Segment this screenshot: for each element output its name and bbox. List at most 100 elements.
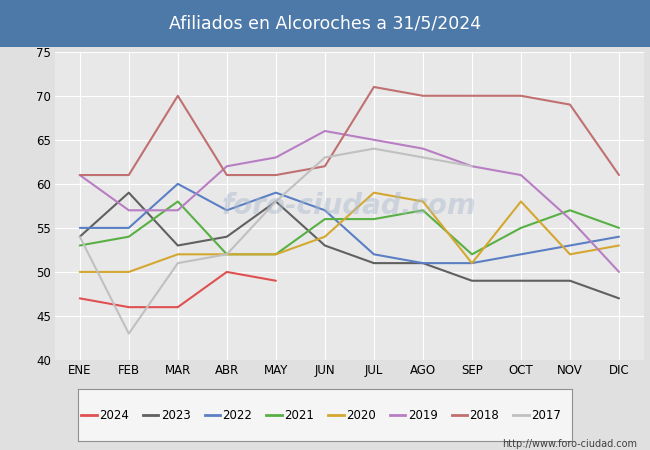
2021 <box>566 207 574 213</box>
Line: 2021: 2021 <box>80 202 619 254</box>
Text: http://www.foro-ciudad.com: http://www.foro-ciudad.com <box>502 439 637 449</box>
2017 <box>272 199 280 204</box>
2019 <box>419 146 427 151</box>
2024 <box>272 278 280 284</box>
2018 <box>174 93 182 99</box>
2020 <box>174 252 182 257</box>
Line: 2017: 2017 <box>80 148 472 333</box>
2023 <box>125 190 133 195</box>
2017 <box>419 155 427 160</box>
2018 <box>223 172 231 178</box>
2020 <box>615 243 623 248</box>
2023 <box>566 278 574 284</box>
2023 <box>468 278 476 284</box>
2018 <box>566 102 574 107</box>
Text: 2018: 2018 <box>469 409 499 422</box>
2020 <box>76 269 84 274</box>
2020 <box>125 269 133 274</box>
2021 <box>76 243 84 248</box>
2023 <box>517 278 525 284</box>
2024 <box>223 269 231 274</box>
2017 <box>174 261 182 266</box>
2020 <box>223 252 231 257</box>
2018 <box>125 172 133 178</box>
2022 <box>223 207 231 213</box>
2021 <box>321 216 329 222</box>
2019 <box>321 128 329 134</box>
2021 <box>468 252 476 257</box>
Text: 2024: 2024 <box>99 409 129 422</box>
2023 <box>76 234 84 239</box>
2022 <box>419 261 427 266</box>
2020 <box>272 252 280 257</box>
2020 <box>468 261 476 266</box>
2020 <box>321 234 329 239</box>
2021 <box>125 234 133 239</box>
2021 <box>272 252 280 257</box>
2021 <box>419 207 427 213</box>
2024 <box>76 296 84 301</box>
2018 <box>272 172 280 178</box>
2019 <box>566 216 574 222</box>
2022 <box>615 234 623 239</box>
2021 <box>615 225 623 230</box>
2022 <box>321 207 329 213</box>
2020 <box>370 190 378 195</box>
2020 <box>419 199 427 204</box>
2024 <box>125 305 133 310</box>
2022 <box>370 252 378 257</box>
2023 <box>370 261 378 266</box>
2021 <box>517 225 525 230</box>
2022 <box>174 181 182 187</box>
2019 <box>272 155 280 160</box>
2023 <box>272 199 280 204</box>
Line: 2023: 2023 <box>80 193 619 298</box>
Text: 2020: 2020 <box>346 409 376 422</box>
2021 <box>174 199 182 204</box>
2017 <box>76 234 84 239</box>
2022 <box>566 243 574 248</box>
Text: 2022: 2022 <box>222 409 252 422</box>
2017 <box>125 331 133 336</box>
2022 <box>272 190 280 195</box>
2017 <box>370 146 378 151</box>
2019 <box>615 269 623 274</box>
2020 <box>517 199 525 204</box>
Line: 2024: 2024 <box>80 272 276 307</box>
Text: Afiliados en Alcoroches a 31/5/2024: Afiliados en Alcoroches a 31/5/2024 <box>169 14 481 33</box>
2023 <box>321 243 329 248</box>
Text: 2017: 2017 <box>531 409 561 422</box>
Text: 2021: 2021 <box>284 409 314 422</box>
2018 <box>370 84 378 90</box>
2019 <box>174 207 182 213</box>
2023 <box>174 243 182 248</box>
Text: 2019: 2019 <box>408 409 437 422</box>
2019 <box>517 172 525 178</box>
2019 <box>468 163 476 169</box>
2023 <box>615 296 623 301</box>
2023 <box>419 261 427 266</box>
Line: 2020: 2020 <box>80 193 619 272</box>
2022 <box>125 225 133 230</box>
2018 <box>76 172 84 178</box>
Line: 2019: 2019 <box>80 131 619 272</box>
2021 <box>223 252 231 257</box>
2021 <box>370 216 378 222</box>
2019 <box>370 137 378 143</box>
2019 <box>125 207 133 213</box>
2022 <box>517 252 525 257</box>
2023 <box>223 234 231 239</box>
2018 <box>419 93 427 99</box>
2017 <box>468 163 476 169</box>
Text: foro-ciudad.com: foro-ciudad.com <box>222 192 476 220</box>
Text: 2023: 2023 <box>161 409 190 422</box>
2019 <box>76 172 84 178</box>
2024 <box>174 305 182 310</box>
2017 <box>321 155 329 160</box>
2022 <box>76 225 84 230</box>
Line: 2018: 2018 <box>80 87 619 175</box>
2018 <box>321 163 329 169</box>
2018 <box>468 93 476 99</box>
2019 <box>223 163 231 169</box>
2017 <box>223 252 231 257</box>
